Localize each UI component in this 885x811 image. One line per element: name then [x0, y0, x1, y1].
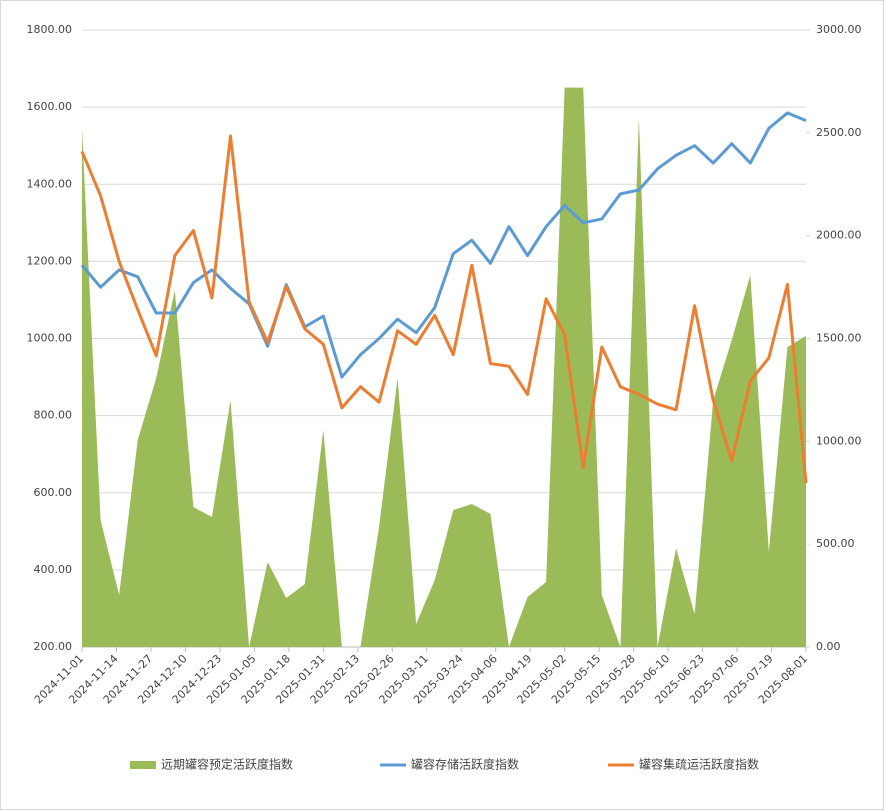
legend-label: 远期罐容预定活跃度指数 — [161, 757, 293, 772]
y-tick-label: 400.00 — [34, 563, 73, 576]
legend-label: 罐容存储活跃度指数 — [411, 757, 519, 772]
y-tick-label: 1600.00 — [27, 100, 73, 113]
legend-label: 罐容集疏运活跃度指数 — [639, 757, 759, 772]
line — [80, 134, 808, 484]
y2-tick-label: 1000.00 — [816, 434, 862, 447]
y2-tick-label: 1500.00 — [816, 332, 862, 345]
y2-tick-label: 2000.00 — [816, 229, 862, 242]
y-tick-label: 1800.00 — [27, 23, 73, 36]
y-tick-label: 200.00 — [34, 640, 73, 653]
y2-tick-label: 2500.00 — [816, 126, 862, 139]
y2-tick-label: 500.00 — [816, 537, 855, 550]
y-tick-label: 1400.00 — [27, 177, 73, 190]
area — [82, 87, 806, 647]
y-tick-label: 800.00 — [34, 409, 73, 422]
line — [80, 111, 807, 379]
y-tick-label: 1000.00 — [27, 332, 73, 345]
legend-swatch — [130, 761, 156, 769]
y-tick-label: 1200.00 — [27, 254, 73, 267]
y2-tick-label: 3000.00 — [816, 23, 862, 36]
y2-tick-label: 0.00 — [816, 640, 841, 653]
y-tick-label: 600.00 — [34, 486, 73, 499]
